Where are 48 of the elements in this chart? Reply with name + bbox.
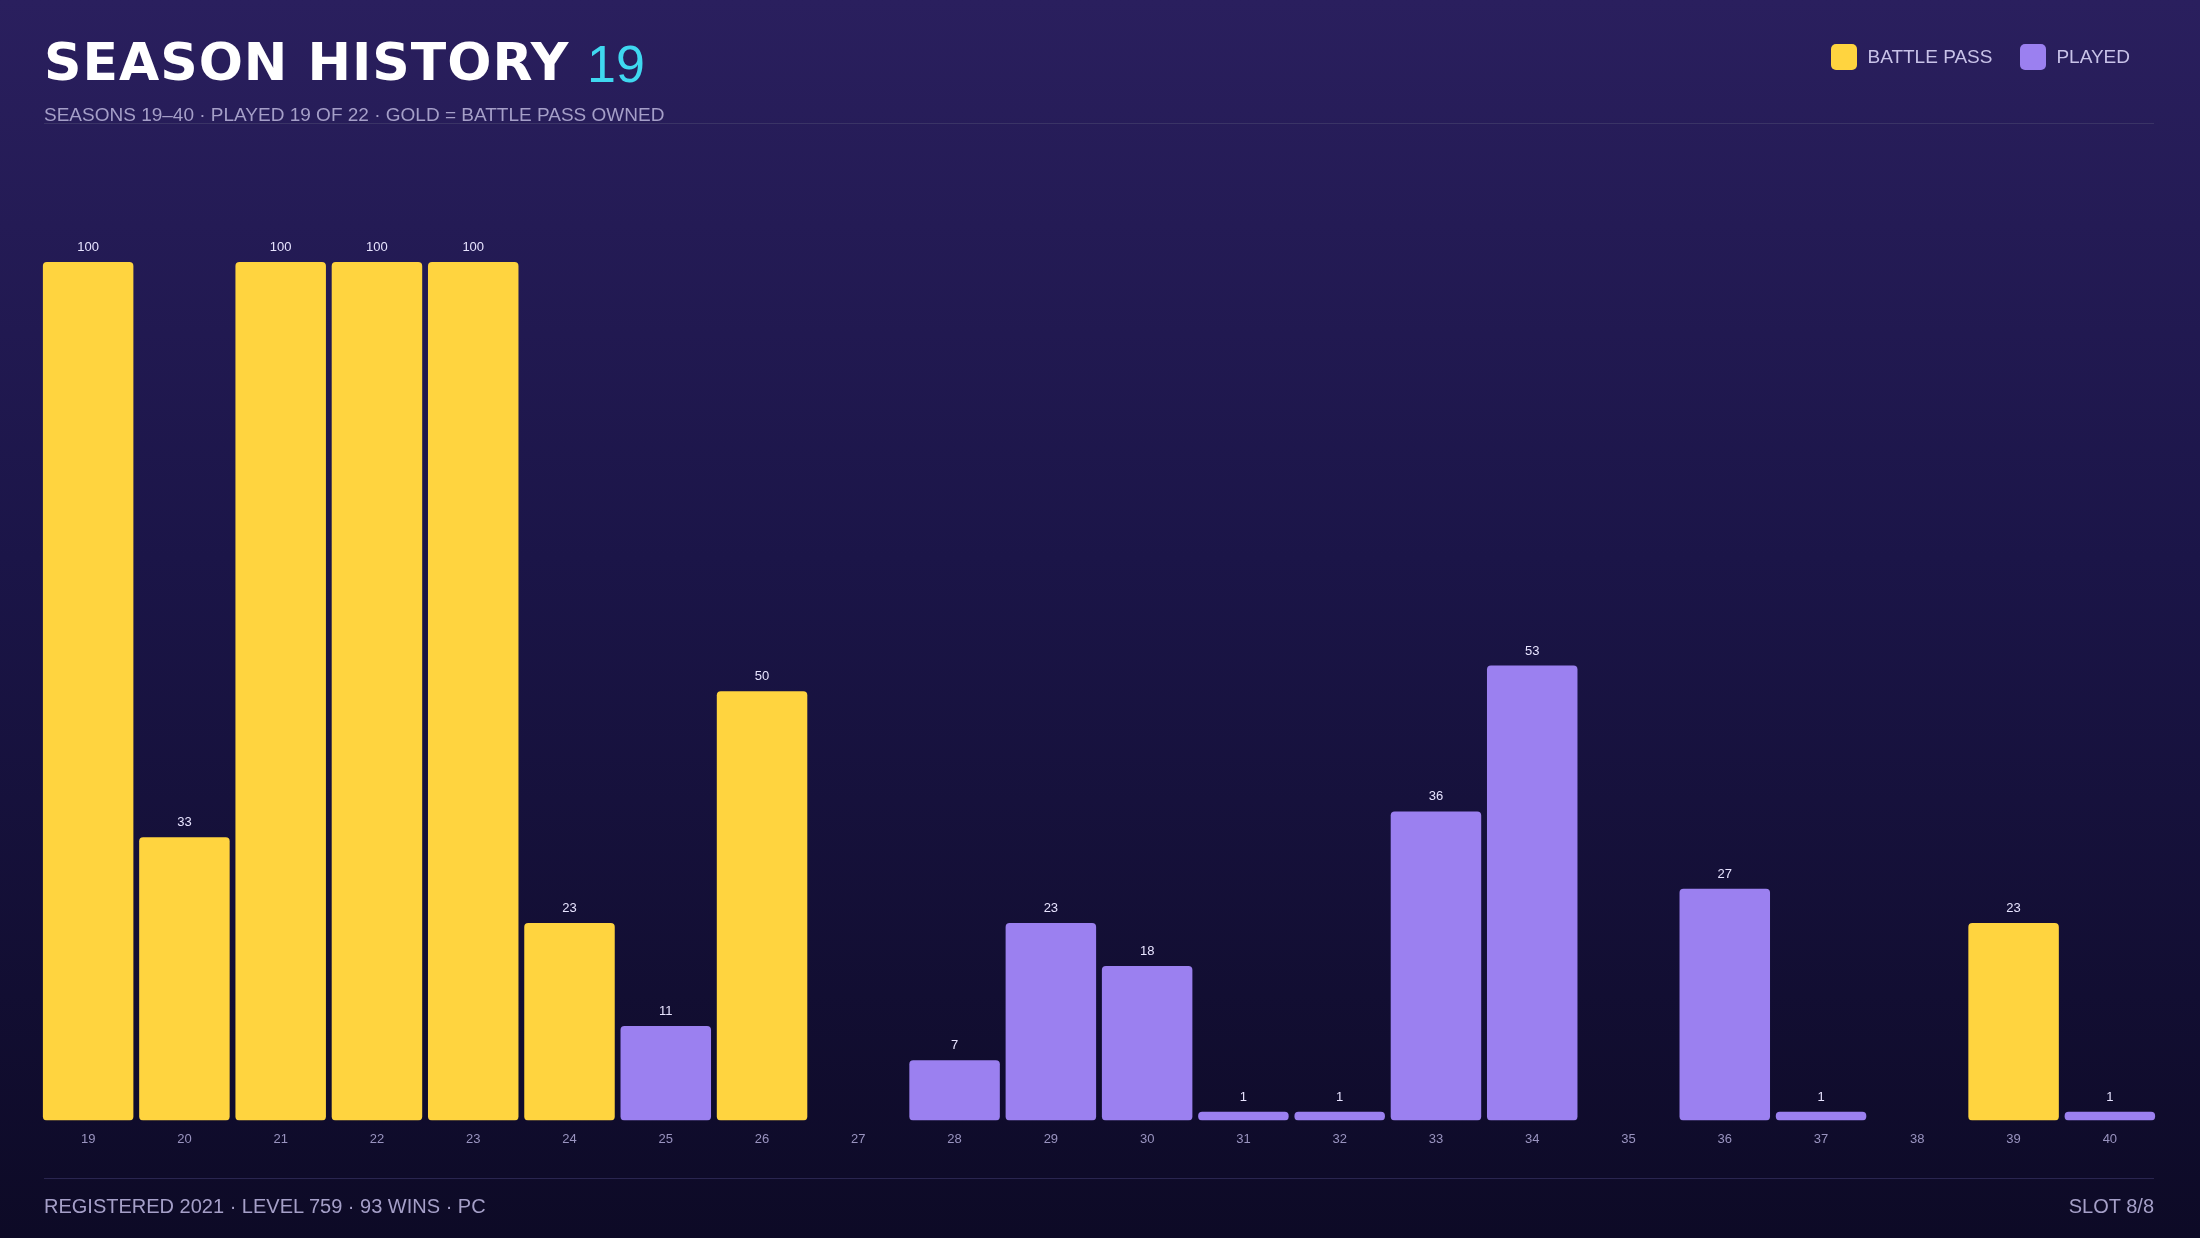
x-tick-label: 30 <box>1139 1130 1155 1146</box>
data-label: 1 <box>1239 1088 1248 1104</box>
x-tick-label: 28 <box>947 1130 962 1146</box>
x-tick-label: 24 <box>562 1130 577 1146</box>
x-tick-label: 31 <box>1236 1130 1251 1146</box>
x-tick-label: 29 <box>1043 1130 1059 1146</box>
text: REGISTERED 2021 · LEVEL 759 · 93 WINS · PC <box>44 1195 486 1218</box>
x-tick-label: 27 <box>851 1130 866 1146</box>
x-tick-label: 33 <box>1428 1130 1444 1146</box>
x-tick-label: 20 <box>177 1130 192 1146</box>
x-tick-label: 25 <box>658 1130 674 1146</box>
data-label: 100 <box>269 239 292 255</box>
legend-label: PLAYED <box>2056 46 2130 68</box>
data-label: 23 <box>562 900 577 916</box>
data-label: 18 <box>1139 942 1155 958</box>
x-tick-label: 37 <box>1813 1130 1829 1146</box>
x-tick-label: 35 <box>1621 1130 1636 1146</box>
x-tick-label: 32 <box>1332 1130 1347 1146</box>
data-label: 33 <box>177 814 192 830</box>
x-tick-label: 19 <box>80 1130 96 1146</box>
data-label: 1 <box>1336 1088 1344 1104</box>
text: 19 <box>587 34 645 94</box>
data-label: 23 <box>2006 900 2021 916</box>
data-label: 11 <box>659 1003 673 1019</box>
x-tick-label: 34 <box>1524 1130 1540 1146</box>
data-label: 100 <box>462 239 485 255</box>
data-label: 1 <box>2106 1088 2114 1104</box>
data-label: 50 <box>754 668 770 684</box>
data-label: 7 <box>950 1037 959 1053</box>
data-label: 36 <box>1428 788 1444 804</box>
legend-label: BATTLE PASS <box>1867 46 1993 68</box>
data-label: 23 <box>1043 900 1059 916</box>
chart-subtitle: SEASONS 19–40 · PLAYED 19 OF 22 · GOLD = BATTLE PASS OWNED <box>44 104 665 126</box>
data-label: 53 <box>1524 642 1540 658</box>
data-label: 1 <box>1817 1088 1825 1104</box>
x-tick-label: 23 <box>465 1130 481 1146</box>
data-label: 100 <box>366 239 388 255</box>
x-tick-label: 22 <box>369 1130 385 1146</box>
x-tick-label: 39 <box>2006 1130 2021 1146</box>
chart-title: SEASON HISTORY <box>44 32 570 92</box>
x-tick-label: 26 <box>754 1130 770 1146</box>
x-tick-label: 21 <box>273 1130 288 1146</box>
x-tick-label: 38 <box>1910 1130 1925 1146</box>
x-tick-label: 40 <box>2102 1130 2118 1146</box>
text: SLOT 8/8 <box>2068 1195 2154 1218</box>
data-label: 27 <box>1717 865 1733 881</box>
data-label: 100 <box>77 239 99 255</box>
x-tick-label: 36 <box>1717 1130 1733 1146</box>
